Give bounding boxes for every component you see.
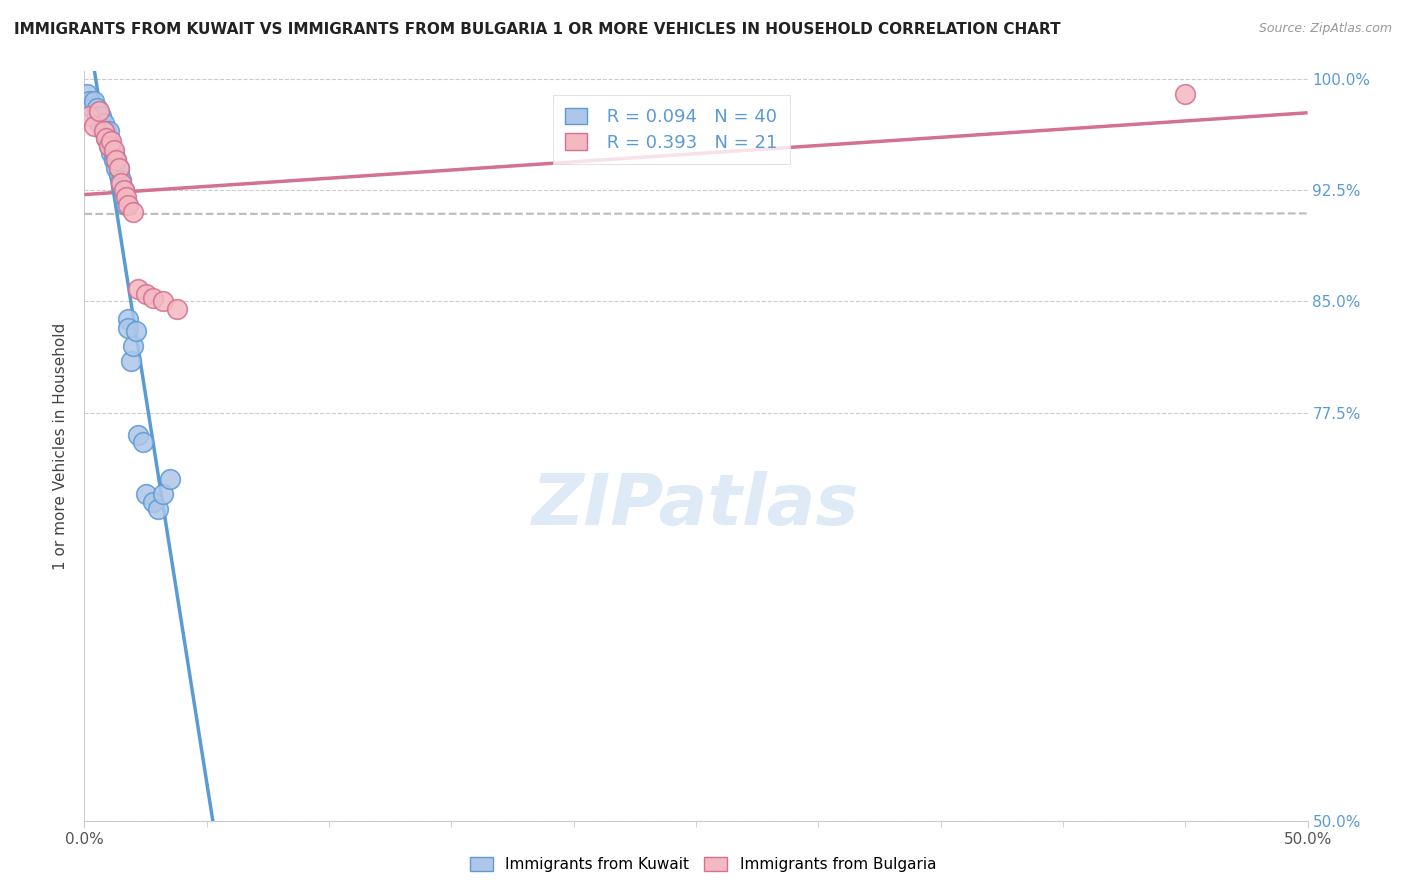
Point [105,153,128,168]
Point [122,339,145,353]
Point [142,291,165,305]
Point [112,190,135,204]
Point [1174,87,1197,101]
Y-axis label: 1 or more Vehicles in Household: 1 or more Vehicles in Household [53,322,69,570]
Point [135,487,157,501]
Point [86,109,108,123]
Text: IMMIGRANTS FROM KUWAIT VS IMMIGRANTS FROM BULGARIA 1 OR MORE VEHICLES IN HOUSEHO: IMMIGRANTS FROM KUWAIT VS IMMIGRANTS FRO… [14,22,1060,37]
Point [146,502,169,516]
Point [107,168,129,182]
Point [83,120,105,134]
Point [115,198,138,212]
Point [100,134,122,148]
Point [132,435,155,450]
Point [107,161,129,175]
Point [117,312,139,326]
Point [117,198,139,212]
Point [96,131,118,145]
Point [86,102,108,116]
Point [103,145,125,160]
Point [93,124,115,138]
Point [80,102,103,116]
Point [125,324,148,338]
Point [105,161,128,175]
Point [135,287,157,301]
Point [112,183,135,197]
Point [96,124,118,138]
Point [159,472,181,486]
Point [107,161,129,175]
Point [142,494,165,508]
Point [152,294,174,309]
Point [117,321,139,335]
Point [97,138,120,153]
Point [103,143,125,157]
Point [96,131,118,145]
Point [97,138,120,153]
Point [97,131,120,145]
Point [100,145,122,160]
Point [105,153,128,168]
Point [97,124,120,138]
Legend: Immigrants from Kuwait, Immigrants from Bulgaria: Immigrants from Kuwait, Immigrants from … [463,849,943,880]
Point [76,87,98,101]
Point [77,94,100,108]
Point [110,172,132,186]
Point [87,116,110,130]
Point [100,138,122,153]
Point [93,124,115,138]
Point [166,301,188,316]
Point [87,104,110,119]
Point [112,183,135,197]
Point [115,190,138,204]
Legend:  R = 0.094   N = 40,  R = 0.393   N = 21: R = 0.094 N = 40, R = 0.393 N = 21 [553,95,790,164]
Point [127,428,149,442]
Point [77,109,100,123]
Point [110,178,132,193]
Point [110,176,132,190]
Point [90,109,112,123]
Point [83,94,105,108]
Text: Source: ZipAtlas.com: Source: ZipAtlas.com [1258,22,1392,36]
Point [93,116,115,130]
Point [120,353,142,368]
Text: ZIPatlas: ZIPatlas [533,472,859,541]
Point [103,153,125,168]
Point [152,487,174,501]
Point [122,205,145,219]
Point [127,283,149,297]
